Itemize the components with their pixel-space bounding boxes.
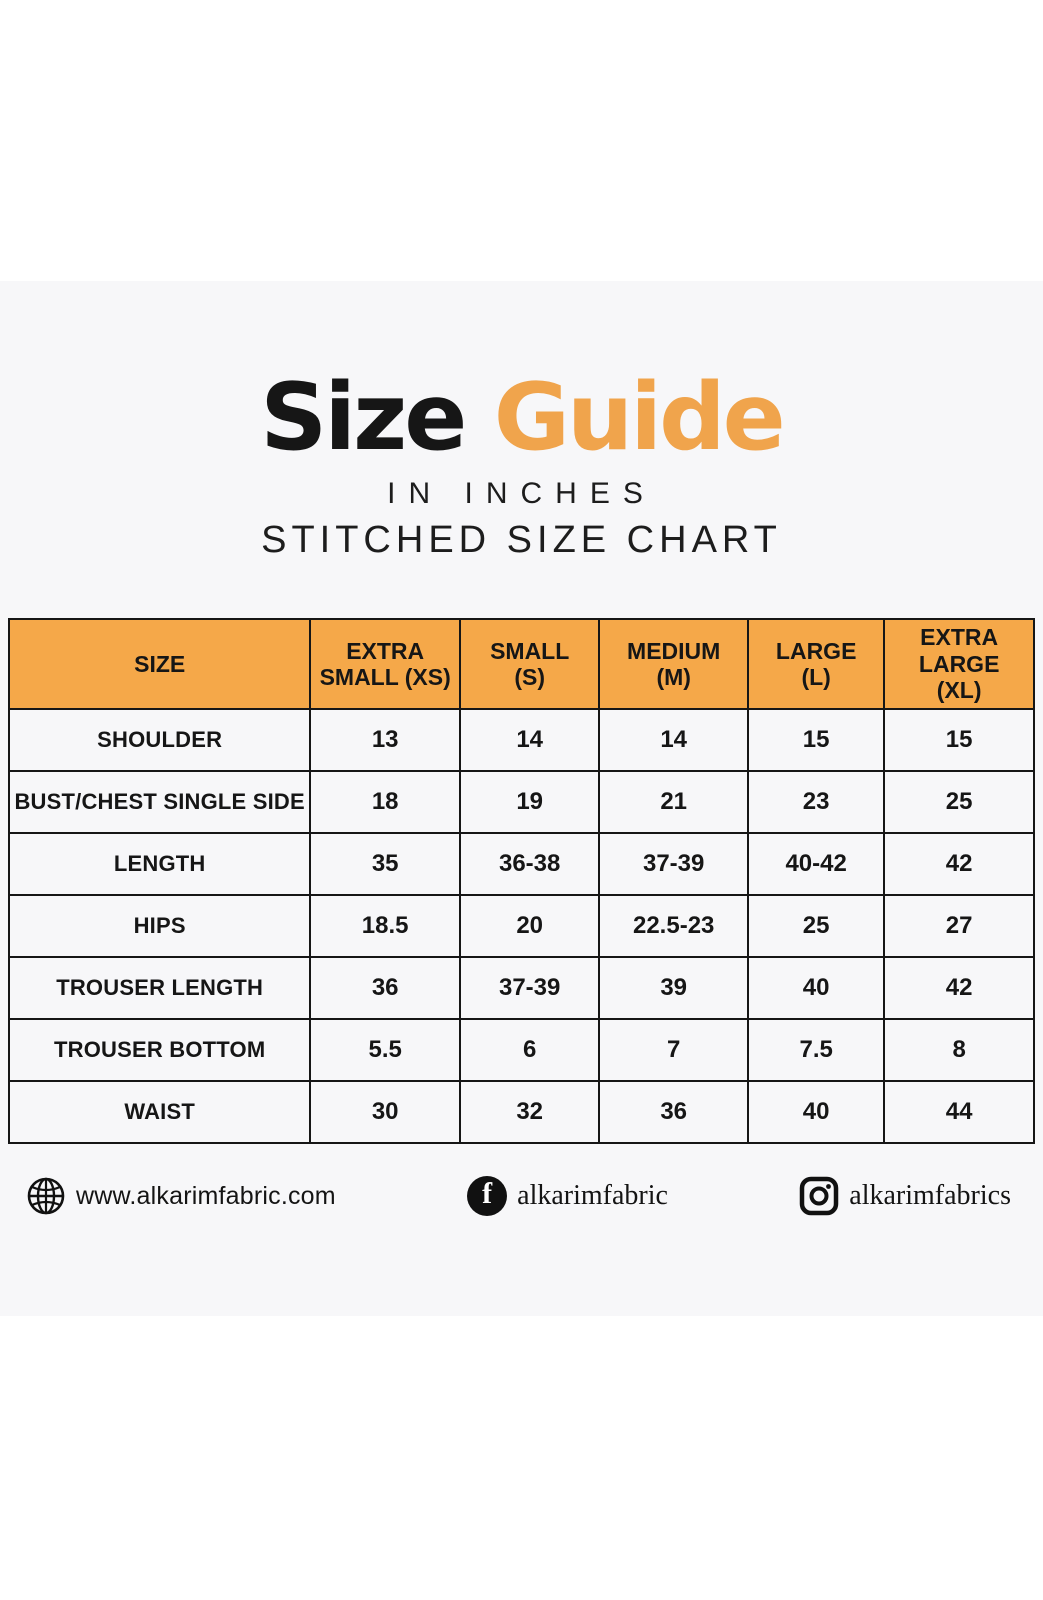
row-label: TROUSER BOTTOM [7,1017,312,1082]
instagram-icon [799,1176,839,1216]
cell-value: 18 [309,769,461,834]
row-label: HIPS [7,893,312,958]
title-word-size: Size [260,363,467,471]
instagram-handle: alkarimfabrics [849,1180,1011,1211]
cell-value: 5.5 [309,1017,461,1082]
table-row-bust-chest: BUST/CHEST SINGLE SIDE 18 19 21 23 25 [7,769,1035,834]
table-row-waist: WAIST 30 32 36 40 44 [7,1079,1035,1144]
table-row-trouser-bottom: TROUSER BOTTOM 5.5 6 7 7.5 8 [7,1017,1035,1082]
cell-value: 40-42 [746,831,886,896]
cell-value: 30 [309,1079,461,1144]
col-header-size: SIZE [7,618,312,710]
cell-value: 27 [883,893,1035,958]
cell-value: 25 [883,769,1035,834]
col-header-s: SMALL (S) [458,618,601,710]
website-url: www.alkarimfabric.com [76,1181,336,1210]
subtitle-in-inches: IN INCHES [387,477,656,511]
cell-value: 14 [458,707,601,772]
cell-value: 20 [458,893,601,958]
footer-instagram: alkarimfabrics [799,1176,1011,1216]
footer-facebook: f alkarimfabric [467,1176,668,1216]
row-label: BUST/CHEST SINGLE SIDE [7,769,312,834]
cell-value: 37-39 [598,831,749,896]
table-row-hips: HIPS 18.5 20 22.5-23 25 27 [7,893,1035,958]
cell-value: 40 [746,1079,886,1144]
cell-value: 13 [309,707,461,772]
title-spacer [464,363,493,471]
cell-value: 15 [883,707,1035,772]
cell-value: 8 [883,1017,1035,1082]
cell-value: 35 [309,831,461,896]
col-header-xs: EXTRA SMALL (XS) [309,618,461,710]
size-guide-panel: Size Guide IN INCHES STITCHED SIZE CHART… [0,281,1043,1316]
col-header-m: MEDIUM (M) [598,618,749,710]
cell-value: 21 [598,769,749,834]
row-label: WAIST [7,1079,312,1144]
facebook-icon: f [467,1176,508,1216]
cell-value: 42 [883,831,1035,896]
cell-value: 23 [746,769,886,834]
cell-value: 7.5 [746,1017,886,1082]
row-label: LENGTH [7,831,312,896]
table-row-trouser-length: TROUSER LENGTH 36 37-39 39 40 42 [7,955,1035,1020]
cell-value: 18.5 [309,893,461,958]
cell-value: 42 [883,955,1035,1020]
row-label: SHOULDER [7,707,312,772]
col-header-xl: EXTRA LARGE (XL) [883,618,1035,710]
cell-value: 25 [746,893,886,958]
size-table-header: SIZE EXTRA SMALL (XS) SMALL (S) MEDIUM (… [7,618,1035,710]
title-word-guide: Guide [493,363,786,471]
cell-value: 7 [598,1017,749,1082]
size-table-body: SHOULDER 13 14 14 15 15 BUST/CHEST SINGL… [7,707,1035,1144]
page-title: Size Guide [0,371,1043,464]
row-label: TROUSER LENGTH [7,955,312,1020]
footer-website: www.alkarimfabric.com [26,1176,336,1216]
cell-value: 32 [458,1079,601,1144]
cell-value: 14 [598,707,749,772]
cell-value: 36 [309,955,461,1020]
subtitle-stitched-size-chart: STITCHED SIZE CHART [261,519,782,562]
table-row-length: LENGTH 35 36-38 37-39 40-42 42 [7,831,1035,896]
cell-value: 6 [458,1017,601,1082]
header-row: SIZE EXTRA SMALL (XS) SMALL (S) MEDIUM (… [7,618,1035,710]
cell-value: 15 [746,707,886,772]
cell-value: 44 [883,1079,1035,1144]
footer: www.alkarimfabric.com f alkarimfabric al… [26,1176,1011,1216]
cell-value: 19 [458,769,601,834]
table-row-shoulder: SHOULDER 13 14 14 15 15 [7,707,1035,772]
cell-value: 37-39 [458,955,601,1020]
cell-value: 22.5-23 [598,893,749,958]
cell-value: 36 [598,1079,749,1144]
col-header-l: LARGE (L) [746,618,886,710]
cell-value: 40 [746,955,886,1020]
facebook-handle: alkarimfabric [517,1180,668,1211]
cell-value: 39 [598,955,749,1020]
globe-icon [26,1176,66,1216]
size-table: SIZE EXTRA SMALL (XS) SMALL (S) MEDIUM (… [7,618,1035,1144]
title-block: Size Guide IN INCHES STITCHED SIZE CHART [0,281,1043,562]
cell-value: 36-38 [458,831,601,896]
